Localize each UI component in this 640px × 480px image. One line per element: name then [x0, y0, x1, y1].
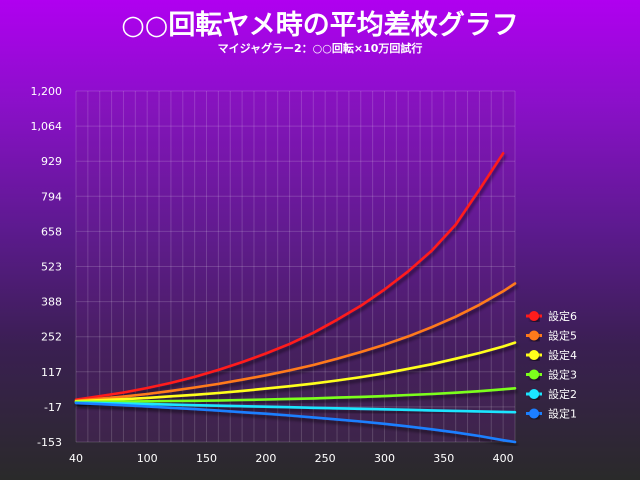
series-line [74, 401, 517, 444]
y-tick-label: 929 [41, 155, 62, 168]
legend-label: 設定4 [548, 348, 577, 362]
legend-marker [529, 311, 539, 321]
legend-label: 設定2 [548, 387, 577, 401]
series-line [74, 282, 517, 403]
chart-title: ○○回転ヤメ時の平均差枚グラフ [121, 9, 519, 41]
x-tick-label: 300 [374, 452, 395, 465]
y-axis-tick-labels: 1,200 1,064 929 794 658 523 388 252 117 -17 -153 [31, 85, 63, 449]
legend-marker [529, 408, 539, 419]
y-tick-label: -17 [44, 401, 62, 414]
chart-subtitle: マイジャグラー2：○○回転×10万回試行 [218, 41, 423, 55]
series-line [74, 401, 517, 414]
y-tick-label: 252 [41, 331, 62, 344]
x-axis-tick-labels: 40 100 150 200 250 300 350 400 [69, 452, 514, 465]
legend-label: 設定6 [548, 309, 577, 323]
y-tick-label: 388 [41, 296, 62, 309]
y-tick-label: -153 [37, 436, 62, 449]
series-line [74, 386, 517, 404]
legend: 設定6 設定5 設定4 設定3 設定2 設定1 [526, 309, 577, 421]
plot-area [76, 91, 515, 442]
series-line [74, 152, 505, 402]
x-tick-label: 250 [315, 452, 336, 465]
legend-marker [529, 389, 539, 399]
y-tick-label: 658 [41, 225, 62, 238]
legend-label: 設定1 [548, 407, 577, 421]
y-tick-label: 1,200 [31, 85, 63, 98]
x-tick-label: 350 [433, 452, 454, 465]
x-tick-label: 150 [196, 452, 217, 465]
legend-marker [529, 369, 539, 380]
legend-marker [529, 350, 539, 360]
y-tick-label: 523 [41, 261, 62, 274]
y-tick-label: 117 [41, 366, 62, 379]
x-tick-label: 200 [255, 452, 276, 465]
y-tick-label: 794 [41, 190, 62, 203]
series-lines [74, 152, 517, 444]
legend-label: 設定3 [548, 368, 577, 382]
y-tick-label: 1,064 [31, 120, 63, 133]
x-tick-label: 400 [493, 452, 514, 465]
x-tick-label: 100 [137, 452, 158, 465]
legend-label: 設定5 [548, 329, 577, 343]
series-line [74, 341, 517, 403]
legend-marker [529, 330, 539, 341]
x-tick-label: 40 [69, 452, 83, 465]
